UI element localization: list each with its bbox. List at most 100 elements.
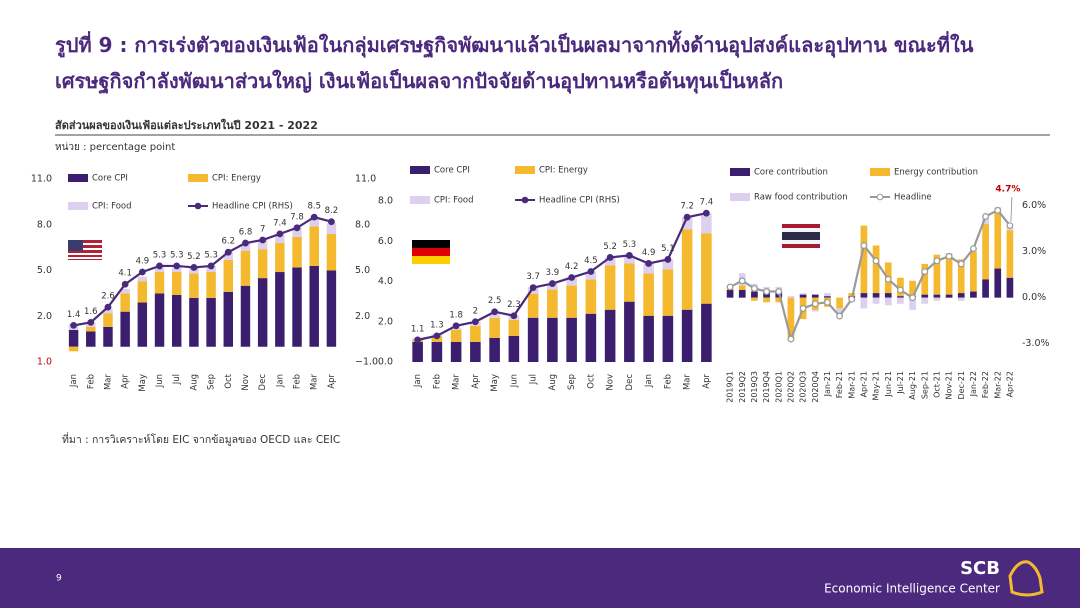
line-marker	[173, 262, 181, 270]
x-tick-label: Feb	[86, 374, 96, 389]
line-marker	[751, 285, 758, 292]
bar-segment	[326, 270, 337, 347]
data-label: 5.2	[187, 252, 201, 262]
bar-segment	[787, 297, 795, 341]
line-marker	[897, 286, 904, 294]
x-tick-label: Jan	[644, 374, 654, 388]
bar-segment	[489, 337, 500, 362]
bar-segment	[257, 240, 268, 250]
line-marker	[824, 298, 831, 306]
data-label: 4.2	[565, 262, 579, 272]
bar-segment	[547, 289, 558, 318]
bar-segment	[154, 267, 165, 273]
bar-segment	[921, 297, 929, 304]
x-tick-label: Nov-21	[945, 371, 954, 399]
line-marker	[568, 274, 576, 281]
legend-swatch	[730, 193, 750, 201]
data-label: 8.5	[307, 202, 321, 212]
bar-segment	[450, 341, 462, 362]
bar-segment	[763, 297, 770, 303]
x-tick-label: Apr-22	[1005, 371, 1014, 397]
bar-segment	[811, 309, 819, 312]
line-marker	[548, 280, 556, 287]
bar-segment	[292, 227, 302, 237]
bar-segment	[585, 279, 597, 314]
legend-label: Core contribution	[754, 168, 828, 178]
bar-segment	[860, 293, 868, 298]
line-marker	[909, 294, 916, 302]
annotation-leader	[1010, 196, 1013, 222]
line-marker	[328, 218, 335, 226]
line-marker	[775, 288, 783, 295]
data-label: 1.8	[449, 310, 463, 320]
data-label: 3.7	[526, 272, 540, 282]
data-label: 1.4	[67, 310, 81, 320]
bar-segment	[604, 265, 616, 310]
line-marker	[310, 213, 318, 221]
x-tick-label: Aug-21	[908, 371, 917, 400]
data-label: 1.1	[411, 324, 425, 334]
y-tick-label: 2.0	[37, 311, 52, 322]
bar-segment	[223, 259, 234, 292]
data-label: 6.8	[239, 228, 253, 238]
y-tick-label: 2.0	[355, 311, 370, 322]
bar-segment	[309, 265, 319, 347]
line-marker	[276, 230, 284, 238]
bar-segment	[189, 273, 199, 298]
bar-segment	[137, 276, 148, 282]
bar-segment	[624, 255, 635, 264]
bar-segment	[897, 296, 904, 298]
y-tick-label: 5.0	[37, 265, 52, 276]
line-marker	[293, 224, 301, 232]
x-tick-label: Mar	[310, 374, 320, 391]
bar-segment	[970, 251, 977, 292]
line-marker	[190, 264, 198, 271]
bar-segment	[120, 288, 130, 294]
legend-label: Raw food contribution	[754, 193, 848, 203]
bar-segment	[189, 297, 199, 347]
bar-segment	[154, 272, 165, 294]
bar-segment	[257, 249, 268, 279]
bar-segment	[836, 297, 843, 309]
bar-segment	[799, 293, 807, 295]
x-tick-label: 2019Q4	[762, 371, 771, 403]
y-tick-label: 0.0	[378, 357, 393, 368]
line-marker	[87, 318, 95, 326]
x-tick-label: Aug	[548, 374, 558, 391]
legend-swatch	[410, 166, 430, 174]
bar-segment	[292, 267, 302, 347]
legend-swatch	[515, 166, 535, 174]
data-label: 3.9	[546, 268, 560, 278]
bar-segment	[957, 259, 965, 294]
bar-segment	[643, 273, 654, 316]
bar-segment	[240, 285, 251, 347]
bar-segment	[489, 313, 500, 318]
bar-segment	[566, 317, 577, 362]
bar-segment	[566, 277, 577, 286]
line-marker	[645, 260, 653, 267]
line-marker	[884, 275, 892, 283]
legend-swatch	[730, 168, 750, 176]
data-label: 7	[260, 225, 265, 235]
bar-segment	[681, 229, 693, 310]
brand: SCB	[960, 558, 1000, 579]
bar-segment	[412, 341, 423, 362]
data-label: 4.5	[584, 256, 598, 266]
x-tick-label: Jan	[413, 374, 423, 388]
x-tick-label: Apr	[327, 374, 337, 389]
x-tick-label: 2019Q3	[750, 371, 759, 403]
legend-swatch	[870, 168, 890, 176]
line-marker	[933, 257, 941, 265]
bar-segment	[933, 294, 941, 298]
bar-segment	[945, 294, 953, 298]
x-tick-label: Jan	[275, 374, 285, 388]
x-tick-label: Sep	[207, 374, 217, 390]
bar-segment	[206, 297, 216, 347]
y-tick-label: 8.0	[37, 219, 52, 230]
x-tick-label: Oct-21	[932, 371, 941, 398]
bar-segment	[662, 259, 674, 270]
title-line: เศรษฐกิจกำลังพัฒนาส่วนใหญ่ เงินเฟ้อเป็นผ…	[55, 68, 783, 95]
data-label: 1.3	[430, 320, 444, 330]
bar-segment	[860, 297, 868, 309]
